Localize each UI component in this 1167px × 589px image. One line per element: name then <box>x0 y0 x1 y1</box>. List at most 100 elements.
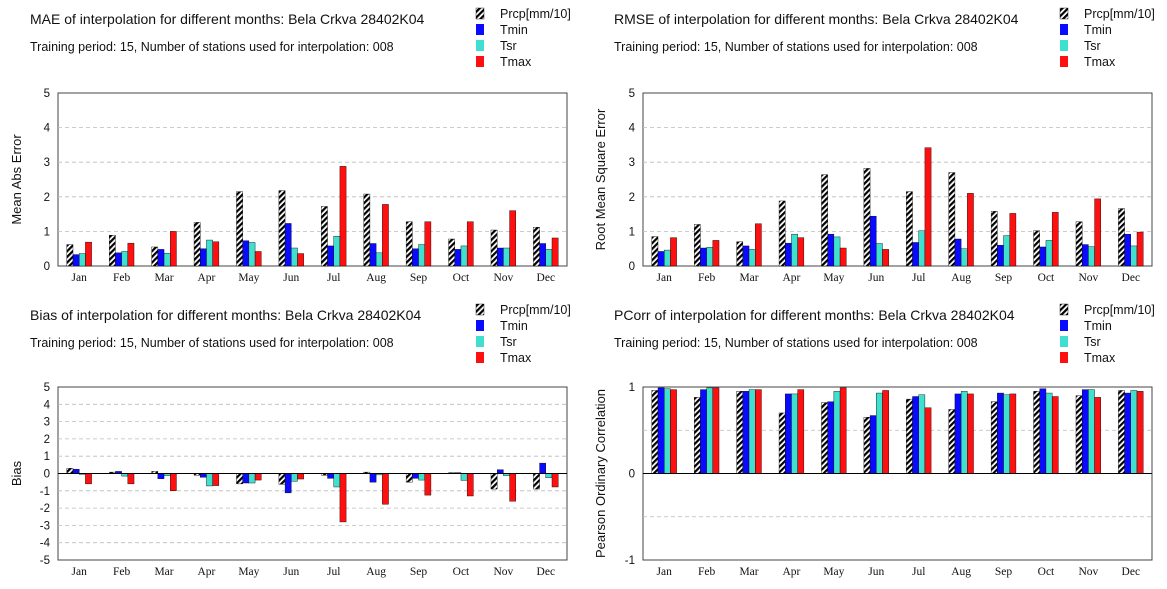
y-tick-label: 1 <box>44 226 50 238</box>
bar-oct-tmin <box>454 249 462 267</box>
y-tick-label: 2 <box>44 434 50 446</box>
bar-jan-prcp-mm-10- <box>66 468 74 474</box>
legend-label: Tmin <box>1084 23 1112 37</box>
bar-dec-tmin <box>539 243 546 267</box>
y-tick-label: 3 <box>44 157 50 169</box>
chart-panel-0: MAE of interpolation for different month… <box>9 7 571 284</box>
bar-mar-tmin <box>157 473 165 479</box>
bar-jun-tsr <box>876 243 883 267</box>
bar-sep-prcp-mm-10- <box>405 221 413 267</box>
legend-label: Tsr <box>500 39 517 53</box>
x-tick-label: May <box>823 566 844 578</box>
bar-aug-tmax <box>382 204 389 267</box>
y-tick-label: 2 <box>629 192 635 204</box>
bar-feb-tmin <box>700 247 707 267</box>
bar-aug-tsr <box>375 252 383 267</box>
legend-label: Prcp[mm/10] <box>500 7 571 21</box>
x-tick-label: May <box>238 272 259 284</box>
bar-oct-tmin <box>1039 388 1047 474</box>
legend-swatch-tsr <box>476 336 484 347</box>
x-tick-label: Oct <box>1038 272 1055 284</box>
bar-jun-tmin <box>284 473 292 494</box>
bar-dec-tmax <box>1136 391 1144 474</box>
bar-oct-tsr <box>1045 240 1053 267</box>
bar-dec-tmin <box>539 462 546 474</box>
chart-panel-1: RMSE of interpolation for different mont… <box>593 7 1155 284</box>
legend-swatch-prcp-mm-10- <box>1059 303 1069 316</box>
legend-swatch-tsr <box>1060 40 1068 51</box>
bar-may-tmin <box>242 240 250 267</box>
bar-jan-tmax <box>670 389 677 474</box>
y-tick-label: 0 <box>44 261 50 273</box>
bar-sep-tmin <box>997 245 1004 267</box>
bar-dec-tmax <box>1136 231 1144 267</box>
legend-swatch-tmax <box>476 56 484 67</box>
bar-jul-tsr <box>333 473 341 488</box>
bar-nov-tmax <box>509 473 516 502</box>
legend-swatch-prcp-mm-10- <box>1059 7 1069 20</box>
bar-dec-tsr <box>545 249 553 267</box>
bar-dec-prcp-mm-10- <box>533 227 540 267</box>
bar-apr-tsr <box>206 473 213 487</box>
bar-jan-tmin <box>72 468 80 474</box>
x-tick-label: Oct <box>453 566 470 578</box>
legend-swatch-tmin <box>476 24 484 35</box>
bar-nov-tmin <box>1081 244 1089 267</box>
x-tick-label: Jul <box>327 272 340 284</box>
bar-apr-tsr <box>206 239 213 267</box>
bar-feb-tsr <box>706 387 714 474</box>
bar-mar-tmin <box>742 245 750 267</box>
bar-jul-tmin <box>912 396 919 474</box>
bar-feb-tsr <box>121 251 129 267</box>
bar-feb-tmax <box>712 240 720 267</box>
legend-swatch-tsr <box>1060 336 1068 347</box>
y-tick-label: 1 <box>629 226 635 238</box>
bar-jun-tsr <box>291 473 298 482</box>
chart-title: MAE of interpolation for different month… <box>30 11 425 27</box>
legend-swatch-tmin <box>1060 320 1068 331</box>
bar-apr-prcp-mm-10- <box>778 200 786 267</box>
y-tick-label: 4 <box>44 123 51 135</box>
legend-swatch-tmax <box>1060 352 1068 363</box>
bar-sep-tmax <box>424 473 432 496</box>
x-tick-label: Apr <box>783 566 801 578</box>
plot-area <box>642 92 1153 267</box>
bar-apr-tmin <box>200 473 207 478</box>
bar-may-tsr <box>833 236 841 267</box>
legend-label: Tmin <box>500 319 528 333</box>
x-tick-label: Oct <box>1038 566 1055 578</box>
x-tick-label: Nov <box>1078 272 1098 284</box>
legend-swatch-prcp-mm-10- <box>475 7 485 20</box>
bar-mar-tmax <box>170 231 177 267</box>
y-tick-label: 1 <box>629 382 635 394</box>
bar-jan-tmin <box>657 387 665 474</box>
legend-label: Tsr <box>1084 335 1101 349</box>
bar-jul-tmax <box>924 407 932 474</box>
legend-label: Tmin <box>500 23 528 37</box>
bar-jul-tmin <box>327 473 334 479</box>
bar-may-tmin <box>827 233 835 267</box>
bar-jul-tmax <box>924 147 932 267</box>
x-tick-label: Mar <box>154 272 173 284</box>
legend-swatch-tmin <box>476 320 484 331</box>
bar-oct-tsr <box>460 245 468 267</box>
y-tick-label: 1 <box>44 451 50 463</box>
bar-jul-prcp-mm-10- <box>906 398 913 474</box>
legend-swatch-tmin <box>1060 24 1068 35</box>
bar-may-prcp-mm-10- <box>236 473 243 485</box>
bar-apr-tsr <box>791 393 798 474</box>
bar-jun-tmax <box>882 249 889 267</box>
bar-jul-tsr <box>918 394 926 474</box>
bar-mar-tmin <box>157 249 165 267</box>
x-tick-label: May <box>823 272 844 284</box>
bar-may-tmax <box>254 473 262 481</box>
y-axis-label: Root Mean Square Error <box>593 108 608 250</box>
bar-nov-prcp-mm-10- <box>490 229 498 267</box>
bar-mar-prcp-mm-10- <box>151 246 159 267</box>
bar-apr-tmin <box>785 393 792 474</box>
bar-may-tmin <box>827 401 835 474</box>
bar-nov-prcp-mm-10- <box>490 473 498 490</box>
x-tick-label: Jan <box>72 566 88 578</box>
legend-label: Tsr <box>1084 39 1101 53</box>
